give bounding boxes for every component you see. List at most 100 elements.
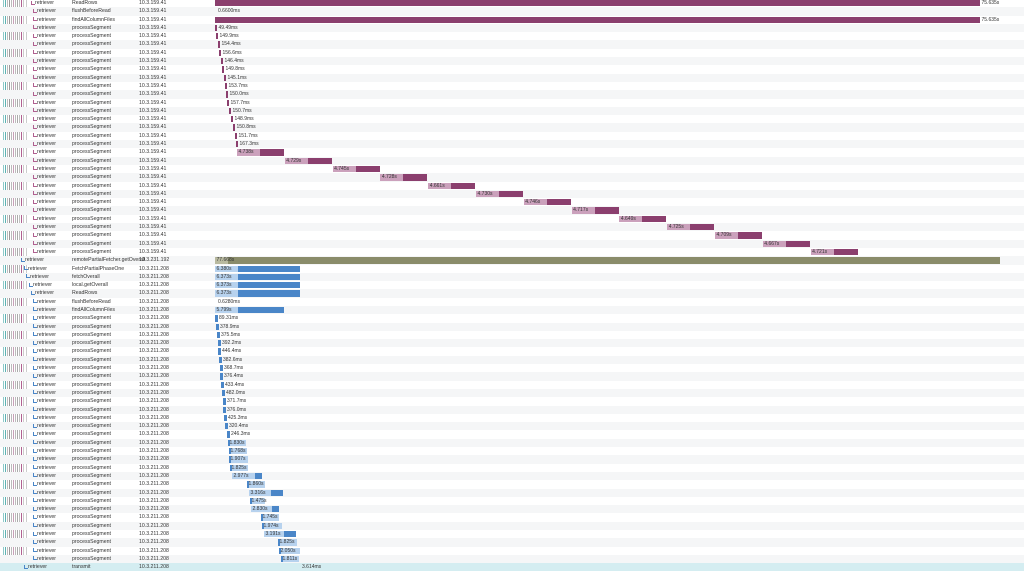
span-bar[interactable]: [225, 423, 228, 430]
span-bar[interactable]: [281, 555, 299, 563]
span-bar[interactable]: [262, 522, 282, 529]
span-row[interactable]: retriever processSegment 10.3.159.41 4.721s: [0, 248, 1024, 256]
span-row[interactable]: retriever fetchOverall 10.3.211.208 6.373s: [0, 272, 1024, 282]
span-row[interactable]: retriever processSegment 10.3.211.208 371.7…: [0, 397, 1024, 405]
span-bar[interactable]: [261, 514, 279, 521]
span-bar[interactable]: [215, 24, 217, 32]
span-bar[interactable]: [523, 199, 571, 206]
span-row[interactable]: retriever processSegment 10.3.211.208 482.0…: [0, 388, 1024, 398]
span-bar[interactable]: [229, 107, 231, 115]
span-row[interactable]: retriever processSegment 10.3.211.208 378.9…: [0, 322, 1024, 331]
span-row[interactable]: retriever processSegment 10.3.159.41 150.7m…: [0, 106, 1024, 116]
span-bar[interactable]: [251, 506, 279, 513]
span-bar[interactable]: [810, 248, 858, 256]
span-bar[interactable]: [380, 174, 428, 181]
span-bar[interactable]: [571, 207, 619, 214]
span-bar[interactable]: [215, 257, 1000, 264]
span-row[interactable]: retriever processSegment 10.3.159.41 4.717s: [0, 206, 1024, 215]
span-row[interactable]: retriever processSegment 10.3.211.208 425.3…: [0, 414, 1024, 422]
span-row[interactable]: retriever ReadRows 10.3.211.208 6.373s: [0, 289, 1024, 298]
span-bar[interactable]: [217, 331, 220, 339]
span-bar[interactable]: [223, 406, 226, 413]
span-bar[interactable]: [279, 547, 300, 554]
span-row[interactable]: retriever processSegment 10.3.159.41 157.7m…: [0, 99, 1024, 107]
span-row[interactable]: retriever FetchPartialPhaseOne 10.3.211.20…: [0, 265, 1024, 273]
span-row[interactable]: retriever processSegment 10.3.159.41 4.730s: [0, 189, 1024, 199]
span-row[interactable]: retriever processSegment 10.3.211.208 1.830…: [0, 438, 1024, 448]
span-row[interactable]: retriever processSegment 10.3.211.208 375.5…: [0, 331, 1024, 339]
span-bar[interactable]: [762, 240, 810, 247]
span-row[interactable]: retriever processSegment 10.3.211.208 1.825…: [0, 464, 1024, 472]
span-row[interactable]: retriever processSegment 10.3.211.208 2.830…: [0, 505, 1024, 514]
span-row[interactable]: retriever processSegment 10.3.211.208 392.2…: [0, 339, 1024, 348]
span-row[interactable]: retriever processSegment 10.3.159.41 167.3m…: [0, 140, 1024, 149]
span-row[interactable]: retriever processSegment 10.3.211.208 1.768…: [0, 447, 1024, 455]
span-row[interactable]: retriever processSegment 10.3.159.41 4.667s: [0, 239, 1024, 248]
span-bar[interactable]: [215, 315, 218, 322]
span-bar[interactable]: [218, 348, 221, 355]
span-row[interactable]: retriever processSegment 10.3.159.41 4.738s: [0, 148, 1024, 156]
span-bar[interactable]: [247, 481, 265, 488]
span-row[interactable]: retriever processSegment 10.3.211.208 368.7…: [0, 364, 1024, 372]
span-row[interactable]: retriever processSegment 10.3.159.41 156.6m…: [0, 49, 1024, 57]
span-row[interactable]: retriever processSegment 10.3.159.41 4.661s: [0, 182, 1024, 190]
span-bar[interactable]: [222, 66, 224, 73]
span-row[interactable]: retriever processSegment 10.3.159.41 151.7m…: [0, 132, 1024, 140]
span-row[interactable]: retriever transmit 10.3.211.208 3.614ms: [0, 563, 1024, 571]
span-row[interactable]: retriever findAllColumnFiles 10.3.159.41 75…: [0, 16, 1024, 24]
span-row[interactable]: retriever processSegment 10.3.211.208 3.316…: [0, 488, 1024, 497]
span-bar[interactable]: [237, 149, 284, 156]
span-bar[interactable]: [229, 456, 248, 463]
span-row[interactable]: retriever processSegment 10.3.159.41 49.49m…: [0, 23, 1024, 33]
span-bar[interactable]: [232, 472, 262, 480]
span-bar[interactable]: [215, 282, 300, 289]
span-row[interactable]: retriever processSegment 10.3.159.41 150.0m…: [0, 90, 1024, 99]
span-bar[interactable]: [220, 373, 223, 380]
span-bar[interactable]: [278, 539, 297, 546]
span-row[interactable]: retriever processSegment 10.3.211.208 382.6…: [0, 355, 1024, 365]
span-row[interactable]: retriever processSegment 10.3.159.41 154.4m…: [0, 40, 1024, 49]
span-bar[interactable]: [220, 365, 223, 372]
span-row[interactable]: retriever processSegment 10.3.159.41 148.9m…: [0, 115, 1024, 123]
span-bar[interactable]: [233, 124, 235, 131]
span-row[interactable]: retriever processSegment 10.3.211.208 320.4…: [0, 422, 1024, 431]
span-bar[interactable]: [250, 497, 265, 505]
span-row[interactable]: retriever flushBeforeRead 10.3.159.41 0.660…: [0, 7, 1024, 16]
span-row[interactable]: retriever processSegment 10.3.159.41 153.7m…: [0, 82, 1024, 90]
span-bar[interactable]: [218, 41, 220, 48]
span-bar[interactable]: [215, 306, 284, 314]
span-row[interactable]: retriever ReadRows 10.3.159.41 75.635s: [0, 0, 1024, 7]
span-bar[interactable]: [229, 448, 247, 455]
span-bar[interactable]: [216, 323, 219, 330]
span-row[interactable]: retriever processSegment 10.3.159.41 150.8m…: [0, 123, 1024, 132]
span-bar[interactable]: [224, 414, 227, 422]
span-bar[interactable]: [215, 16, 980, 23]
span-row[interactable]: retriever processSegment 10.3.159.41 149.8m…: [0, 65, 1024, 73]
span-row[interactable]: retriever processSegment 10.3.159.41 149.9m…: [0, 32, 1024, 40]
span-bar[interactable]: [236, 141, 238, 148]
span-bar[interactable]: [715, 232, 762, 239]
span-bar[interactable]: [667, 224, 715, 231]
span-bar[interactable]: [222, 389, 225, 397]
span-row[interactable]: retriever processSegment 10.3.211.208 433.4…: [0, 381, 1024, 389]
span-bar[interactable]: [284, 157, 332, 164]
span-row[interactable]: retriever processSegment 10.3.211.208 1.745…: [0, 513, 1024, 521]
span-row[interactable]: retriever processSegment 10.3.159.41 4.649s: [0, 215, 1024, 223]
span-row[interactable]: retriever processSegment 10.3.211.208 1.475…: [0, 497, 1024, 505]
span-bar[interactable]: [221, 381, 224, 388]
span-bar[interactable]: [428, 182, 476, 189]
span-row[interactable]: retriever processSegment 10.3.211.208 1.860…: [0, 480, 1024, 488]
span-bar[interactable]: [215, 265, 300, 272]
span-row[interactable]: retriever processSegment 10.3.211.208 446.4…: [0, 347, 1024, 355]
span-bar[interactable]: [219, 356, 222, 364]
span-row[interactable]: retriever processSegment 10.3.159.41 4.729s: [0, 156, 1024, 165]
span-bar[interactable]: [227, 431, 230, 438]
span-bar[interactable]: [226, 91, 228, 98]
span-bar[interactable]: [231, 116, 233, 123]
span-bar[interactable]: [224, 74, 226, 81]
span-row[interactable]: retriever local.getOverall 10.3.211.208 6.3…: [0, 281, 1024, 289]
span-bar[interactable]: [215, 273, 300, 281]
span-row[interactable]: retriever processSegment 10.3.159.41 146.4m…: [0, 57, 1024, 66]
span-row[interactable]: retriever processSegment 10.3.159.41 4.709s: [0, 231, 1024, 239]
span-bar[interactable]: [221, 58, 223, 65]
